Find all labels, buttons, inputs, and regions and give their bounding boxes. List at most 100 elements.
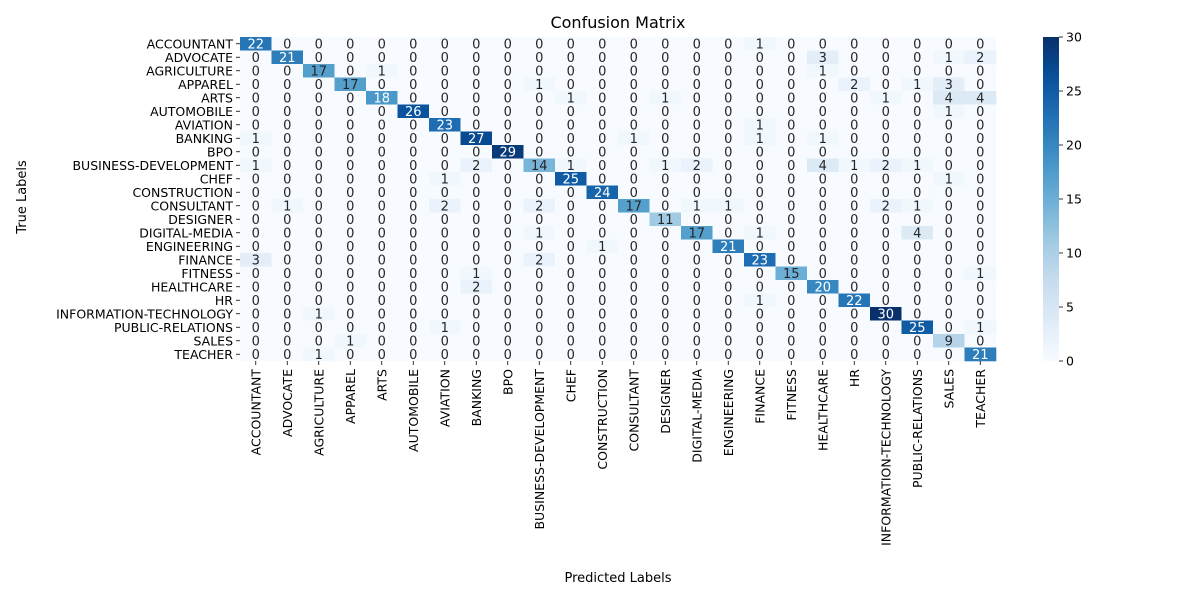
cell-value-label: 0 (378, 294, 386, 309)
cell-value-label: 0 (472, 294, 480, 309)
cell-value-label: 0 (283, 280, 291, 295)
heatmap-cell (744, 347, 776, 362)
cell-value-label: 0 (567, 321, 575, 336)
heatmap-cell (397, 253, 430, 267)
heatmap-cell (271, 64, 304, 78)
heatmap-cell (681, 253, 713, 267)
cell-value-label: 0 (315, 145, 323, 160)
cell-value-label: 0 (913, 145, 921, 160)
cell-value-label: 0 (661, 280, 669, 295)
cell-value-label: 0 (724, 294, 732, 309)
cell-value-label: 0 (283, 321, 291, 336)
cell-value-label: 0 (252, 213, 260, 228)
cell-value-label: 1 (252, 159, 260, 174)
cell-value-label: 0 (315, 253, 323, 268)
cell-value-label: 0 (913, 280, 921, 295)
colorbar: 0 5 10 15 20 25 30 (1043, 30, 1082, 369)
heatmap-cell (681, 185, 713, 200)
heatmap-cell (523, 334, 556, 348)
heatmap-cell (744, 280, 776, 294)
heatmap-cell (933, 145, 965, 159)
y-tick-label: ADVOCATE (165, 50, 233, 65)
cell-value-label: 0 (315, 91, 323, 106)
heatmap-cell (397, 145, 430, 159)
cell-value-label: 0 (913, 172, 921, 187)
heatmap-cell (649, 280, 682, 294)
heatmap-cell (744, 320, 776, 335)
heatmap-cell (523, 64, 556, 78)
heatmap-cell (555, 266, 587, 281)
heatmap-cell (618, 239, 650, 254)
heatmap-cell (586, 118, 619, 132)
heatmap-cell (240, 334, 272, 348)
cell-value-label: 0 (598, 280, 606, 295)
heatmap-cell (523, 158, 556, 173)
heatmap-cell (744, 226, 776, 240)
cell-value-label: 0 (787, 172, 795, 187)
cell-value-label: 0 (252, 280, 260, 295)
cell-value-label: 0 (346, 267, 354, 282)
cell-value-label: 0 (945, 37, 953, 52)
cell-value-label: 0 (252, 78, 260, 93)
cell-value-label: 0 (409, 145, 417, 160)
heatmap-cell (555, 253, 587, 267)
heatmap-cell (933, 104, 965, 119)
cell-value-label: 0 (693, 78, 701, 93)
cell-value-label: 0 (819, 105, 827, 120)
cell-value-label: 0 (945, 145, 953, 160)
cell-value-label: 1 (315, 348, 323, 363)
heatmap-cell (870, 212, 902, 227)
x-axis-title: Predicted Labels (564, 571, 671, 586)
heatmap-cell (366, 253, 398, 267)
cell-value-label: 0 (598, 37, 606, 52)
cell-value-label: 0 (724, 145, 732, 160)
heatmap-cell (397, 347, 430, 362)
heatmap-cell (523, 172, 556, 186)
heatmap-cell (901, 158, 934, 173)
cell-value-label: 0 (724, 172, 732, 187)
cell-value-label: 0 (346, 172, 354, 187)
cell-value-label: 0 (567, 118, 575, 133)
heatmap-cell (744, 212, 776, 227)
heatmap-cell (240, 104, 272, 119)
heatmap-cell (838, 158, 871, 173)
cell-value-label: 1 (630, 132, 638, 147)
heatmap-cell (807, 347, 839, 362)
cell-value-label: 0 (630, 118, 638, 133)
heatmap-cell (271, 266, 304, 281)
x-tick-label: ARTS (374, 369, 389, 401)
cell-value-label: 0 (378, 118, 386, 133)
heatmap-cell (492, 320, 524, 335)
cell-value-label: 0 (976, 334, 984, 349)
heatmap-cell (303, 118, 335, 132)
heatmap-cell (303, 64, 335, 78)
heatmap-cell (492, 118, 524, 132)
cell-value-label: 0 (882, 213, 890, 228)
cell-value-label: 0 (504, 213, 512, 228)
cell-value-label: 1 (693, 199, 701, 214)
heatmap-cell (366, 172, 398, 186)
heatmap-cell (429, 185, 461, 200)
heatmap-cell (712, 280, 745, 294)
heatmap-cell (240, 226, 272, 240)
cell-value-label: 0 (598, 145, 606, 160)
heatmap-cell (933, 239, 965, 254)
cell-value-label: 0 (567, 213, 575, 228)
cell-value-label: 0 (535, 294, 543, 309)
heatmap-cell (429, 91, 461, 105)
heatmap-cell (901, 239, 934, 254)
cell-value-label: 0 (504, 172, 512, 187)
cell-value-label: 0 (535, 132, 543, 147)
cell-value-label: 0 (630, 321, 638, 336)
cell-value-label: 0 (913, 132, 921, 147)
cell-value-label: 1 (945, 51, 953, 66)
cell-value-label: 0 (756, 280, 764, 295)
cell-value-label: 0 (787, 226, 795, 241)
heatmap-cell (649, 131, 682, 146)
heatmap-cell (901, 104, 934, 119)
cell-value-label: 1 (913, 199, 921, 214)
heatmap-cell (807, 145, 839, 159)
cell-value-label: 0 (661, 78, 669, 93)
cell-value-label: 0 (882, 51, 890, 66)
cell-value-label: 0 (441, 105, 449, 120)
